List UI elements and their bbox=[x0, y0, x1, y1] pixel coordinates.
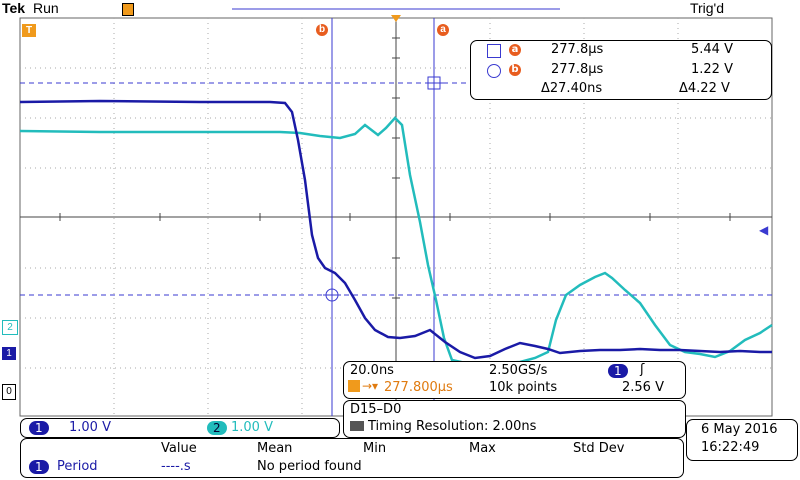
time-per-division: 20.0ns bbox=[350, 363, 394, 378]
channel-scale-bar: 1 1.00 V 2 1.00 V bbox=[20, 418, 340, 438]
measure-header-min: Min bbox=[363, 441, 387, 456]
delay-arrow-icon: →▾ bbox=[362, 379, 379, 393]
rising-edge-icon: ʃ bbox=[640, 362, 645, 377]
channel-2-badge[interactable]: 2 bbox=[207, 421, 227, 435]
cursor-delta-voltage: Δ4.22 V bbox=[679, 81, 730, 96]
trigger-level-arrow-icon: ◀ bbox=[759, 223, 769, 237]
datetime-panel: 6 May 2016 16:22:49 bbox=[686, 419, 798, 461]
graticule-grid bbox=[20, 18, 772, 416]
cursor-readout-panel: a 277.8µs 5.44 V b 277.8µs 1.22 V Δ27.40… bbox=[470, 40, 772, 100]
brand-logo: Tek bbox=[2, 0, 26, 16]
trigger-position-marker bbox=[391, 15, 401, 22]
digital-bus-label: D15–D0 bbox=[350, 402, 402, 417]
channel-1-trace bbox=[19, 99, 772, 360]
record-length: 10k points bbox=[489, 380, 558, 395]
measure-value: ----.s bbox=[161, 459, 191, 474]
cursor-b-label[interactable]: b bbox=[316, 24, 328, 36]
measure-header-value: Value bbox=[161, 441, 197, 456]
trigger-icon bbox=[122, 3, 134, 16]
measurement-panel: Value Mean Min Max Std Dev 1 Period ----… bbox=[20, 438, 684, 478]
acquisition-status: Run bbox=[33, 0, 59, 16]
measure-name[interactable]: Period bbox=[57, 459, 98, 474]
timing-resolution: Timing Resolution: 2.00ns bbox=[368, 419, 537, 434]
channel-1-badge[interactable]: 1 bbox=[29, 421, 49, 435]
cursor-b-voltage: 1.22 V bbox=[691, 62, 733, 77]
digital-zero-marker: 0 bbox=[2, 384, 16, 400]
cursor-a-label[interactable]: a bbox=[437, 24, 449, 36]
horizontal-readout-panel[interactable]: 20.0ns 2.50GS/s 1 ʃ →▾ 277.800µs 10k poi… bbox=[343, 361, 686, 399]
channel-1-marker[interactable]: 1 bbox=[2, 347, 16, 360]
cursor-b-badge: b bbox=[509, 64, 521, 76]
cursor-delta-time: Δ27.40ns bbox=[541, 81, 603, 96]
measure-header-stddev: Std Dev bbox=[573, 441, 625, 456]
cursor-b-circle-icon bbox=[487, 64, 501, 78]
measure-note: No period found bbox=[257, 459, 362, 474]
channel-1-scale[interactable]: 1.00 V bbox=[69, 420, 111, 435]
channel-2-scale[interactable]: 1.00 V bbox=[231, 420, 273, 435]
measure-channel-badge[interactable]: 1 bbox=[29, 460, 49, 474]
date: 6 May 2016 bbox=[701, 422, 778, 437]
cursor-a-badge: a bbox=[509, 44, 521, 56]
cursor-a-time: 277.8µs bbox=[551, 42, 604, 57]
time: 16:22:49 bbox=[701, 440, 760, 455]
horizontal-position: 277.800µs bbox=[384, 380, 453, 395]
digital-readout-panel[interactable]: D15–D0 Timing Resolution: 2.00ns bbox=[343, 400, 686, 438]
channel-2-marker[interactable]: 2 bbox=[2, 320, 18, 335]
sample-rate: 2.50GS/s bbox=[489, 363, 548, 378]
trigger-level: 2.56 V bbox=[622, 380, 664, 395]
trigger-status: Trig'd bbox=[689, 0, 724, 16]
cursor-b-time: 277.8µs bbox=[551, 62, 604, 77]
trigger-level-marker[interactable]: T bbox=[22, 24, 36, 37]
digital-channels-icon bbox=[350, 421, 364, 431]
cursor-a-voltage: 5.44 V bbox=[691, 42, 733, 57]
measure-header-max: Max bbox=[469, 441, 496, 456]
cursor-a-square-icon bbox=[487, 44, 501, 58]
trigger-position-icon bbox=[348, 380, 360, 392]
measure-header-mean: Mean bbox=[257, 441, 293, 456]
trigger-source-badge: 1 bbox=[608, 364, 628, 378]
